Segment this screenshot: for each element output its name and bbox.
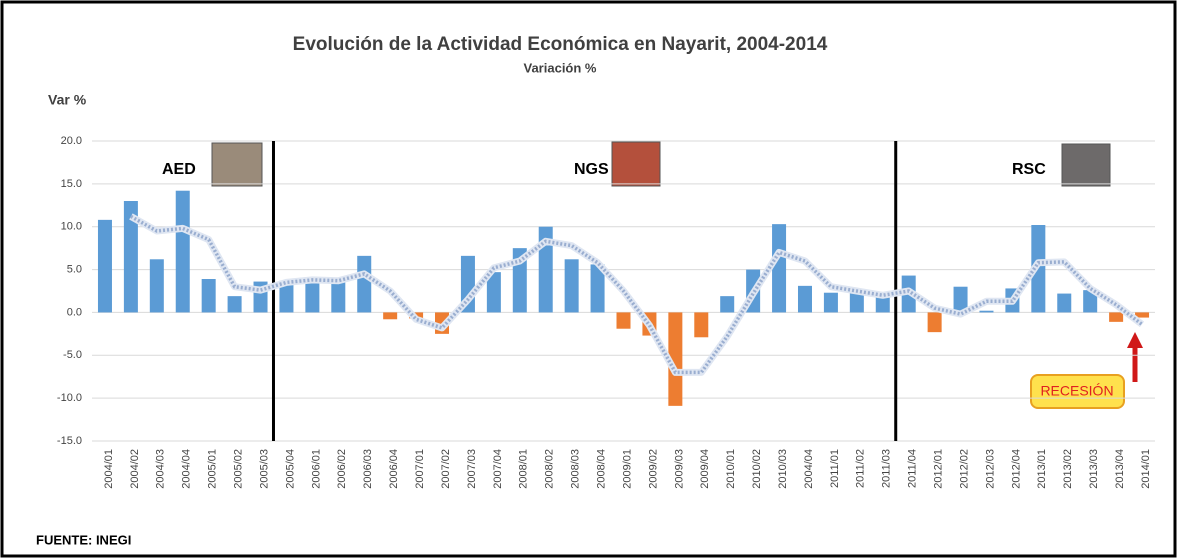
x-tick-label: 2004/02 (129, 449, 141, 489)
bar (176, 191, 190, 313)
x-tick-label: 2011/02 (855, 449, 867, 488)
x-tick-label: 2012/03 (984, 449, 996, 489)
x-tick-label: 2007/04 (492, 449, 504, 489)
x-tick-label: 2011/04 (907, 449, 919, 488)
bar (1109, 312, 1123, 321)
annotation: RECESIÓN (1040, 383, 1113, 399)
y-tick-label: 5.0 (67, 263, 82, 275)
bar (202, 279, 216, 312)
x-tick-label: 2006/03 (362, 449, 374, 489)
chart: Evolución de la Actividad Económica en N… (0, 0, 1177, 558)
bar (565, 259, 579, 312)
bar (824, 293, 838, 313)
y-tick-label: 10.0 (61, 221, 82, 233)
x-tick-label: 2013/02 (1062, 449, 1074, 489)
x-tick-label: 2007/02 (440, 449, 452, 489)
chart-title: Evolución de la Actividad Económica en N… (293, 34, 828, 55)
bar (331, 282, 345, 312)
chart-subtitle: Variación % (524, 60, 597, 75)
annotation: AED (162, 161, 196, 178)
bar (876, 297, 890, 312)
bar (616, 312, 630, 328)
bar (772, 224, 786, 312)
bar (228, 296, 242, 312)
photo (612, 142, 660, 186)
x-tick-label: 2009/01 (621, 449, 633, 489)
x-tick-label: 2009/04 (699, 449, 711, 489)
x-tick-label: 2009/02 (647, 449, 659, 489)
x-tick-label: 2007/01 (414, 449, 426, 489)
bar (98, 220, 112, 313)
x-tick-label: 2010/02 (751, 449, 763, 489)
x-tick-label: 2004/01 (103, 449, 115, 489)
x-tick-label: 2006/04 (388, 449, 400, 489)
bar (383, 312, 397, 319)
bar (979, 311, 993, 313)
annotation: NGS (574, 161, 609, 178)
x-tick-label: 2013/04 (1114, 449, 1126, 489)
x-tick-label: 2006/01 (310, 449, 322, 489)
x-tick-label: 2007/03 (466, 449, 478, 489)
annotation: RSC (1012, 161, 1046, 178)
y-tick-label: 0.0 (67, 306, 82, 318)
x-tick-label: 2005/02 (233, 449, 245, 489)
x-tick-label: 2009/03 (673, 449, 685, 489)
x-tick-label: 2004/03 (155, 449, 167, 489)
x-tick-label: 2013/03 (1088, 449, 1100, 489)
photo (1062, 144, 1110, 186)
x-tick-label: 2008/03 (570, 449, 582, 489)
x-tick-label: 2010/01 (725, 449, 737, 489)
y-tick-label: -15.0 (57, 435, 82, 447)
bar (720, 296, 734, 312)
x-tick-label: 2010/03 (777, 449, 789, 489)
photo (212, 143, 262, 186)
x-tick-label: 2004/04 (181, 449, 193, 489)
x-tick-label: 2008/01 (518, 449, 530, 489)
y-tick-label: -5.0 (63, 349, 82, 361)
x-tick-label: 2005/04 (284, 449, 296, 489)
y-tick-label: 20.0 (61, 135, 82, 147)
y-axis-label: Var % (48, 92, 87, 108)
x-tick-label: 2006/02 (336, 449, 348, 489)
bar (305, 279, 319, 312)
bar (357, 256, 371, 313)
x-tick-label: 2012/01 (933, 449, 945, 489)
x-tick-label: 2011/01 (829, 449, 841, 488)
x-tick-label: 2008/02 (544, 449, 556, 489)
bar (150, 259, 164, 312)
x-tick-label: 2004/04 (803, 449, 815, 489)
x-tick-label: 2012/02 (958, 449, 970, 489)
y-tick-label: -10.0 (57, 392, 82, 404)
source: FUENTE: INEGI (36, 532, 131, 547)
x-tick-label: 2011/03 (881, 449, 893, 488)
bar (798, 286, 812, 313)
bar (928, 312, 942, 332)
x-tick-label: 2013/01 (1036, 449, 1048, 489)
y-tick-label: 15.0 (61, 178, 82, 190)
bar (1057, 294, 1071, 313)
x-tick-label: 2005/01 (207, 449, 219, 489)
x-tick-label: 2012/04 (1010, 449, 1022, 489)
bar (694, 312, 708, 337)
x-tick-label: 2008/04 (595, 449, 607, 489)
x-tick-label: 2005/03 (258, 449, 270, 489)
x-tick-label: 2014/01 (1140, 449, 1152, 489)
